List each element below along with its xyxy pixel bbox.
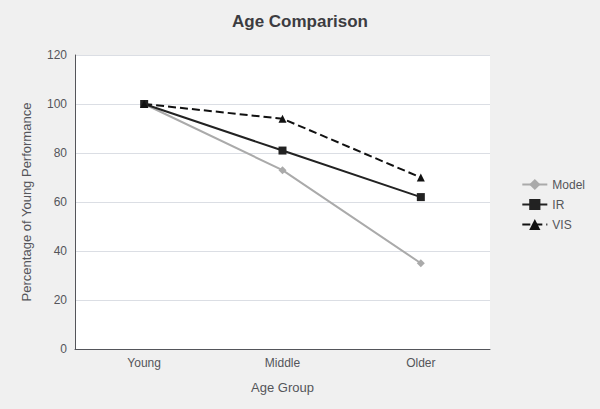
svg-text:Middle: Middle — [265, 356, 301, 370]
svg-text:VIS: VIS — [552, 218, 571, 232]
svg-text:80: 80 — [54, 146, 68, 160]
svg-text:Young: Young — [127, 356, 161, 370]
svg-text:60: 60 — [54, 195, 68, 209]
svg-text:40: 40 — [54, 244, 68, 258]
svg-text:20: 20 — [54, 293, 68, 307]
svg-text:120: 120 — [47, 48, 67, 62]
svg-text:100: 100 — [47, 97, 67, 111]
svg-text:Older: Older — [406, 356, 435, 370]
svg-text:Age Group: Age Group — [251, 380, 314, 395]
svg-text:IR: IR — [552, 198, 564, 212]
svg-text:Age Comparison: Age Comparison — [232, 12, 368, 31]
svg-text:0: 0 — [60, 342, 67, 356]
svg-text:Percentage of Young Performanc: Percentage of Young Performance — [19, 103, 34, 302]
svg-text:Model: Model — [552, 178, 585, 192]
